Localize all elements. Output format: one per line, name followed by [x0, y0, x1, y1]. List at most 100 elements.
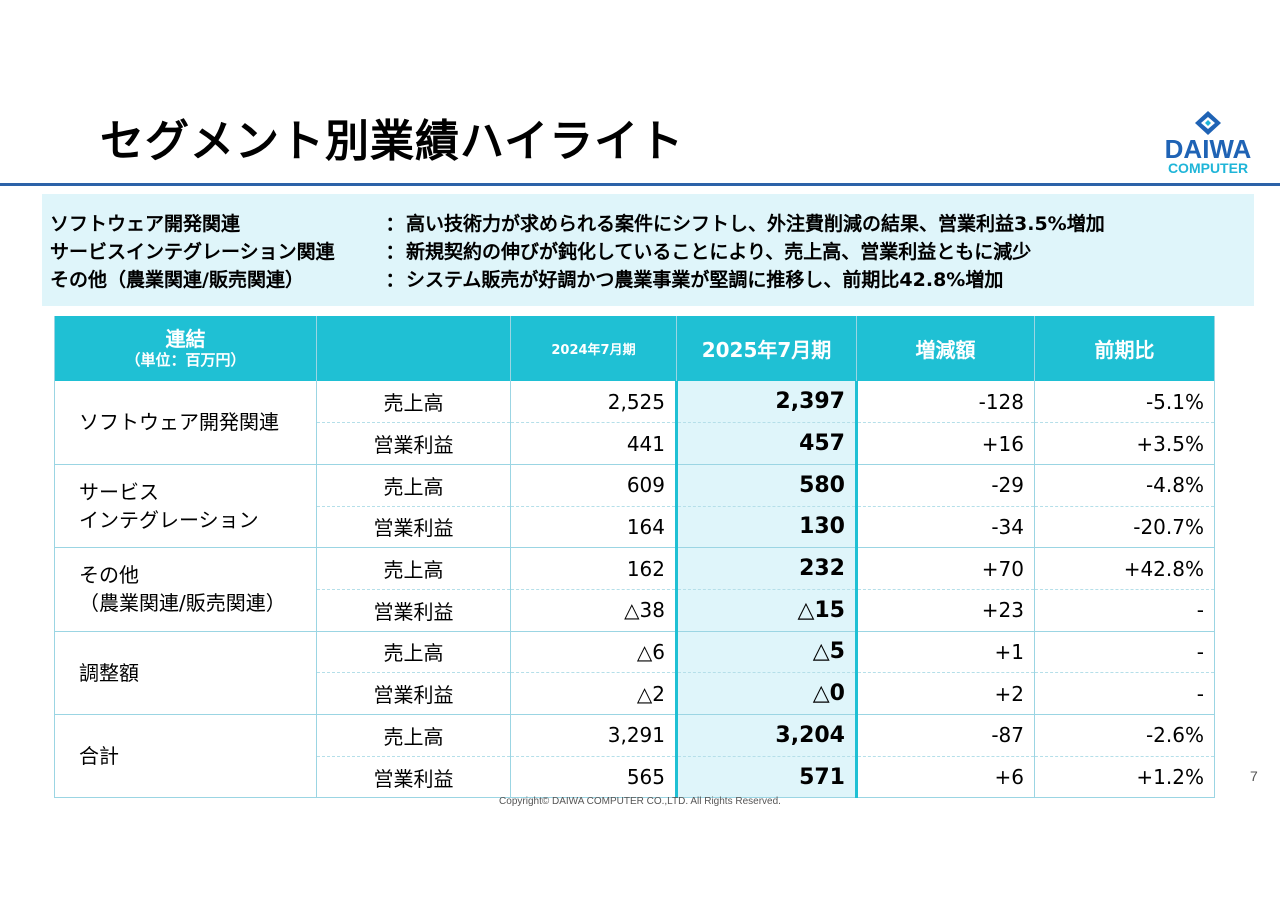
logo-subword: COMPUTER — [1167, 160, 1249, 176]
cell-item: 営業利益 — [316, 506, 511, 549]
summary-colon: ： — [385, 268, 405, 291]
copyright: Copyright© DAIWA COMPUTER CO.,LTD. All R… — [499, 796, 781, 807]
cell-diff: +6 — [856, 756, 1035, 799]
table-row: ソフトウェア開発関連 売上高 2,525 2,397 -128 -5.1% — [54, 381, 1215, 465]
cell-prev: △2 — [510, 672, 677, 715]
table-row: サービス インテグレーション 売上高 609 580 -29 -4.8% — [54, 464, 1215, 549]
table-row: 調整額 売上高 △6 △5 +1- — [54, 631, 1215, 716]
cell-ratio: +3.5% — [1034, 422, 1215, 465]
cell-diff: +2 — [856, 672, 1035, 715]
cell-ratio: - — [1034, 672, 1215, 715]
cell-current: △5 — [675, 631, 858, 674]
cell-diff: -29 — [856, 464, 1035, 507]
cell-item: 売上高 — [316, 381, 511, 424]
table-row: 合計 売上高 3,291 3,204 -87 -2.6% — [54, 714, 1215, 799]
cell-ratio: +1.2% — [1034, 756, 1215, 799]
cell-current: 580 — [675, 464, 858, 507]
cell-diff: -34 — [856, 506, 1035, 549]
table-row: 営業利益 441 457 +16 +3.5% — [55, 422, 1215, 465]
cell-prev: 2,525 — [510, 381, 677, 424]
table-row: その他 （農業関連/販売関連） 売上高 162 232 +70 +42.8% — [54, 547, 1215, 632]
cell-item: 営業利益 — [316, 422, 511, 465]
header-yoy-ratio: 前期比 — [1034, 316, 1215, 381]
cell-diff: -128 — [856, 381, 1035, 424]
cell-ratio: - — [1034, 589, 1215, 632]
company-logo: DAIWA COMPUTER — [1156, 110, 1260, 176]
page-title: セグメント別業績ハイライト — [100, 116, 685, 167]
summary-text: 高い技術力が求められる案件にシフトし、外注費削減の結果、営業利益3.5%増加 — [406, 212, 1105, 235]
header-prev-period: 2024年7月期 — [510, 316, 677, 381]
cell-ratio: -2.6% — [1034, 714, 1215, 757]
cell-ratio: -20.7% — [1034, 506, 1215, 549]
cell-prev: 441 — [510, 422, 677, 465]
summary-text: システム販売が好調かつ農業事業が堅調に推移し、前期比42.8%増加 — [406, 268, 1004, 291]
header-unit: （単位：百万円） — [125, 350, 246, 369]
logo-word: DAIWA — [1164, 134, 1252, 164]
cell-current: △0 — [675, 672, 858, 715]
segment-name-line1: 合計 — [79, 744, 119, 769]
cell-prev: 609 — [510, 464, 677, 507]
page-number: 7 — [1250, 768, 1258, 784]
title-rule — [0, 183, 1280, 186]
summary-box: ソフトウェア開発関連 ： 高い技術力が求められる案件にシフトし、外注費削減の結果… — [42, 194, 1254, 306]
cell-item: 営業利益 — [316, 589, 511, 632]
segment-name-line1: ソフトウェア開発関連 — [79, 410, 279, 435]
summary-label: サービスインテグレーション関連 — [50, 240, 335, 263]
table-row: 営業利益 △38 △15 +23- — [55, 589, 1215, 632]
cell-prev: 164 — [510, 506, 677, 549]
cell-diff: +70 — [856, 547, 1035, 590]
cell-ratio: +42.8% — [1034, 547, 1215, 590]
segment-table: 連結 （単位：百万円） 2024年7月期 2025年7月期 増減額 前期比 ソフ… — [54, 316, 1215, 799]
cell-current: 3,204 — [675, 714, 858, 757]
header-consolidated: 連結 （単位：百万円） — [54, 316, 317, 381]
cell-prev: 162 — [510, 547, 677, 590]
segment-name: その他 （農業関連/販売関連） — [54, 547, 317, 632]
table-row: 営業利益 164 130 -34 -20.7% — [55, 506, 1215, 549]
segment-name-line1: その他 — [79, 563, 139, 588]
summary-row: ソフトウェア開発関連 ： 高い技術力が求められる案件にシフトし、外注費削減の結果… — [50, 208, 1254, 236]
cell-ratio: -5.1% — [1034, 381, 1215, 424]
summary-label: その他（農業関連/販売関連） — [50, 268, 304, 291]
segment-name-line2: （農業関連/販売関連） — [79, 591, 286, 616]
segment-name: 調整額 — [54, 631, 317, 716]
cell-current: △15 — [675, 589, 858, 632]
cell-prev: 565 — [510, 756, 677, 799]
cell-item: 営業利益 — [316, 672, 511, 715]
table-header-row: 連結 （単位：百万円） 2024年7月期 2025年7月期 増減額 前期比 — [54, 316, 1215, 381]
cell-diff: +23 — [856, 589, 1035, 632]
segment-name: サービスインテグレーション — [54, 464, 317, 549]
cell-item: 売上高 — [316, 464, 511, 507]
segment-name: 合計 — [54, 714, 317, 799]
summary-colon: ： — [385, 240, 405, 263]
summary-text: 新規契約の伸びが鈍化していることにより、売上高、営業利益ともに減少 — [406, 240, 1032, 263]
cell-diff: +16 — [856, 422, 1035, 465]
cell-diff: +1 — [856, 631, 1035, 674]
logo-mark-icon — [1195, 111, 1221, 135]
segment-name-line1: 調整額 — [79, 660, 139, 685]
cell-ratio: -4.8% — [1034, 464, 1215, 507]
segment-name-line1: サービス — [79, 480, 159, 505]
table-row: 営業利益 △2 △0 +2- — [55, 672, 1215, 715]
cell-current: 571 — [675, 756, 858, 799]
summary-row: その他（農業関連/販売関連） ： システム販売が好調かつ農業事業が堅調に推移し、… — [50, 264, 1254, 292]
cell-current: 232 — [675, 547, 858, 590]
cell-diff: -87 — [856, 714, 1035, 757]
cell-item: 売上高 — [316, 547, 511, 590]
header-difference: 増減額 — [856, 316, 1035, 381]
cell-prev: 3,291 — [510, 714, 677, 757]
summary-colon: ： — [385, 212, 405, 235]
header-current-period: 2025年7月期 — [676, 316, 857, 381]
cell-current: 130 — [675, 506, 858, 549]
cell-item: 売上高 — [316, 631, 511, 674]
cell-prev: △38 — [510, 589, 677, 632]
cell-item: 売上高 — [316, 714, 511, 757]
segment-table-wrap: 連結 （単位：百万円） 2024年7月期 2025年7月期 増減額 前期比 ソフ… — [54, 316, 1215, 799]
cell-item: 営業利益 — [316, 756, 511, 799]
cell-prev: △6 — [510, 631, 677, 674]
segment-name-line2: インテグレーション — [79, 508, 259, 533]
cell-current: 457 — [675, 422, 858, 465]
table-row: 営業利益 565 571 +6 +1.2% — [55, 756, 1215, 799]
summary-row: サービスインテグレーション関連 ： 新規契約の伸びが鈍化していることにより、売上… — [50, 236, 1254, 264]
segment-name: ソフトウェア開発関連 — [54, 381, 317, 465]
cell-current: 2,397 — [675, 381, 858, 424]
